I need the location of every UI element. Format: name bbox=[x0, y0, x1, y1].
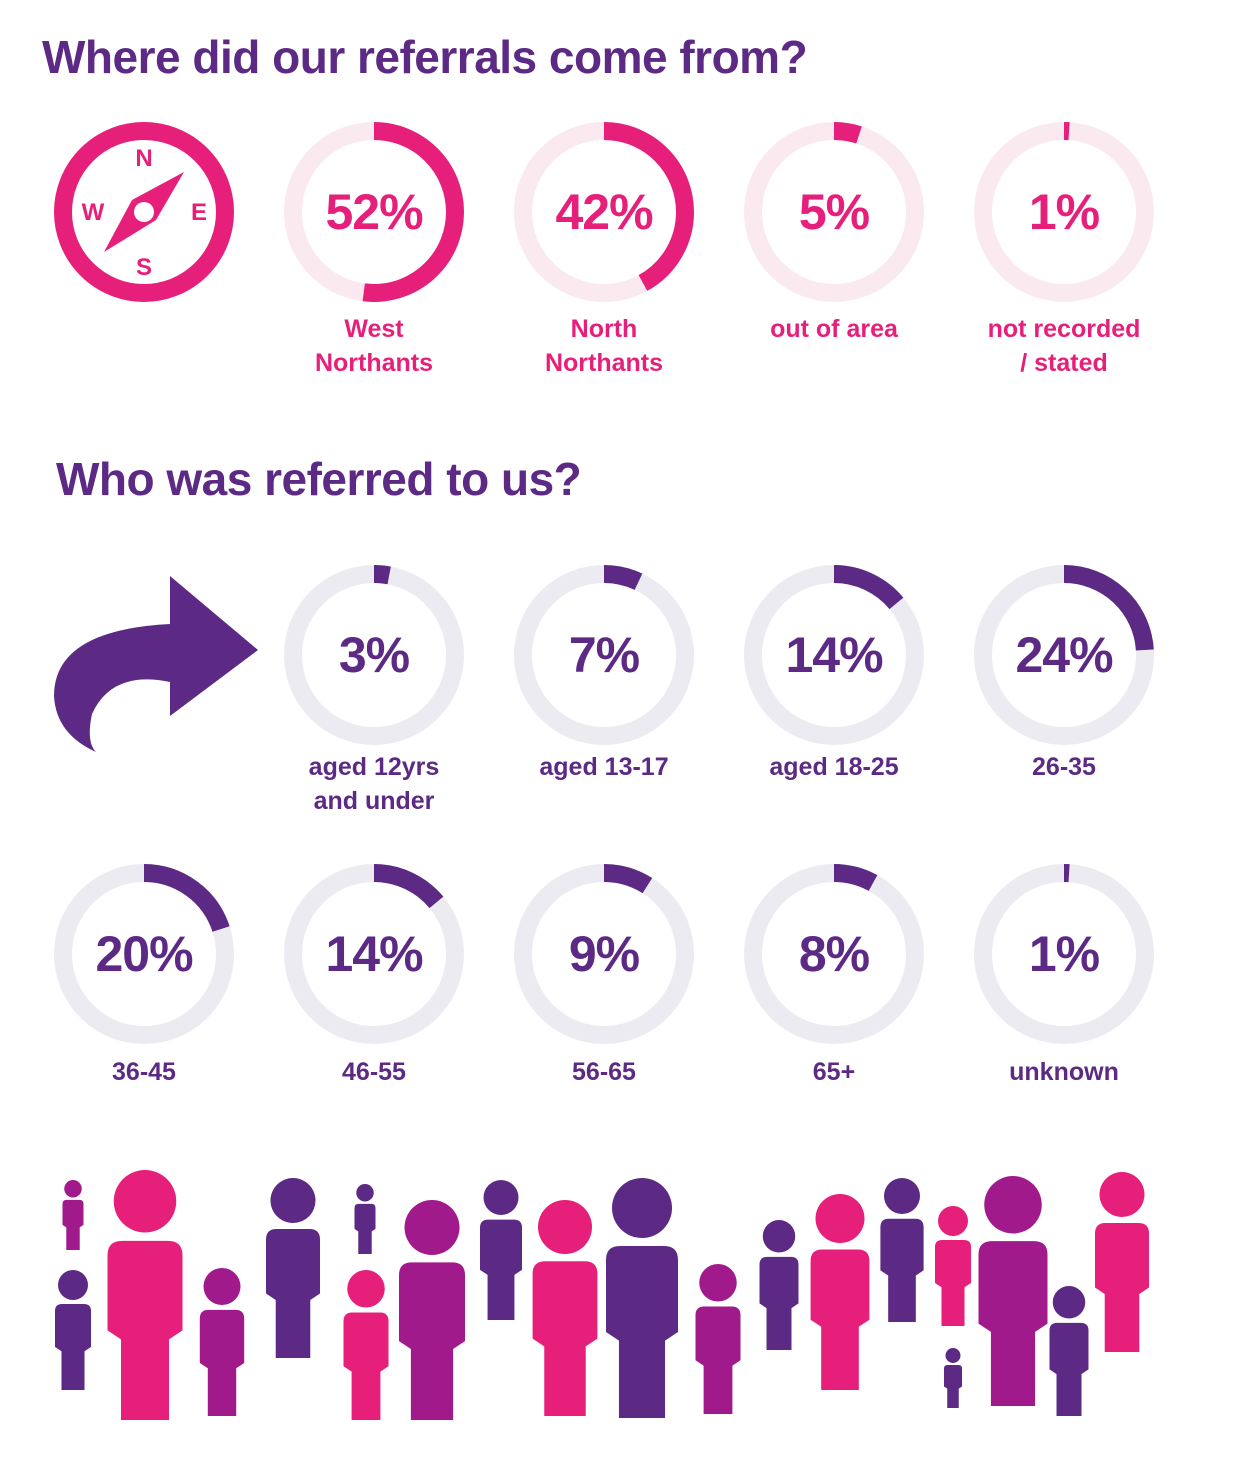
person-figure bbox=[62, 1180, 84, 1250]
age-ring-graphic bbox=[284, 565, 464, 745]
person-figure bbox=[55, 1270, 91, 1390]
compass-east-label: E bbox=[191, 199, 207, 226]
age-ring-graphic bbox=[974, 864, 1154, 1044]
person-figure bbox=[1049, 1286, 1089, 1416]
age-ring-graphic bbox=[514, 565, 694, 745]
ring-category-label: North Northants bbox=[544, 315, 664, 377]
age-ring-graphic bbox=[514, 864, 694, 1044]
ring-value-arc bbox=[744, 122, 924, 302]
person-figure bbox=[399, 1200, 465, 1420]
age-ring: 20% bbox=[52, 862, 236, 1046]
ring-category-label: 56-65 bbox=[572, 1058, 636, 1086]
age-ring-graphic bbox=[284, 864, 464, 1044]
ring-category-label: aged 18-25 bbox=[769, 753, 899, 781]
age-heading: Who was referred to us? bbox=[56, 453, 582, 505]
compass-north-label: N bbox=[135, 145, 152, 172]
age-ring: 7% bbox=[512, 563, 696, 747]
age-ring: 14% bbox=[742, 563, 926, 747]
age-ring-graphic bbox=[744, 565, 924, 745]
ring-category-label: 26-35 bbox=[1032, 753, 1096, 781]
location-ring: 52% bbox=[282, 120, 466, 304]
ring-category-label: 65+ bbox=[812, 1058, 856, 1086]
ring-category-label: not recorded / stated bbox=[987, 315, 1141, 377]
ring-category-label: 36-45 bbox=[112, 1058, 176, 1086]
person-figure bbox=[343, 1270, 389, 1420]
curved-arrow-icon bbox=[52, 572, 266, 756]
person-figure bbox=[759, 1220, 799, 1350]
person-figure bbox=[944, 1348, 962, 1408]
age-ring-graphic bbox=[744, 864, 924, 1044]
ring-value-arc bbox=[284, 565, 464, 745]
ring-category-label: out of area bbox=[770, 315, 898, 343]
person-figure bbox=[978, 1176, 1048, 1406]
compass-icon: N S W E bbox=[52, 120, 236, 304]
person-figure bbox=[354, 1184, 376, 1254]
ring-percentage-label: 3% bbox=[338, 627, 410, 683]
location-ring: 1% bbox=[972, 120, 1156, 304]
location-ring-graphic bbox=[284, 122, 464, 302]
ring-category-label: 46-55 bbox=[342, 1058, 406, 1086]
ring-percentage-label: 8% bbox=[798, 926, 870, 982]
people-crowd-icon bbox=[0, 1160, 1241, 1430]
ring-percentage-label: 14% bbox=[785, 627, 883, 683]
ring-category-label: aged 13-17 bbox=[539, 753, 669, 781]
ring-value-arc bbox=[514, 864, 694, 1044]
person-figure bbox=[532, 1200, 598, 1416]
compass-south-label: S bbox=[136, 254, 152, 281]
age-ring-graphic bbox=[974, 565, 1154, 745]
ring-percentage-label: 9% bbox=[568, 926, 640, 982]
ring-percentage-label: 5% bbox=[798, 184, 870, 240]
age-ring: 9% bbox=[512, 862, 696, 1046]
ring-value-arc bbox=[974, 565, 1154, 745]
ring-value-arc bbox=[514, 122, 694, 302]
age-ring: 3% bbox=[282, 563, 466, 747]
compass-west-label: W bbox=[82, 199, 105, 226]
ring-category-label: unknown bbox=[1009, 1058, 1119, 1086]
person-figure bbox=[606, 1178, 678, 1418]
ring-percentage-label: 1% bbox=[1028, 926, 1100, 982]
ring-value-arc bbox=[744, 864, 924, 1044]
ring-percentage-label: 1% bbox=[1028, 184, 1100, 240]
person-figure bbox=[935, 1206, 971, 1326]
ring-percentage-label: 20% bbox=[95, 926, 193, 982]
ring-value-arc bbox=[974, 122, 1154, 302]
person-figure bbox=[1095, 1172, 1149, 1352]
location-ring-graphic bbox=[744, 122, 924, 302]
location-ring: 42% bbox=[512, 120, 696, 304]
ring-value-arc bbox=[54, 864, 234, 1044]
ring-value-arc bbox=[974, 864, 1154, 1044]
person-figure bbox=[810, 1194, 870, 1390]
person-figure bbox=[199, 1268, 245, 1416]
ring-value-arc bbox=[514, 565, 694, 745]
ring-percentage-label: 24% bbox=[1015, 627, 1113, 683]
ring-value-arc bbox=[284, 864, 464, 1044]
age-ring-graphic bbox=[54, 864, 234, 1044]
ring-percentage-label: 52% bbox=[325, 184, 423, 240]
ring-category-label: aged 12yrs and under bbox=[308, 753, 440, 815]
ring-percentage-label: 42% bbox=[555, 184, 653, 240]
location-heading: Where did our referrals come from? bbox=[42, 31, 808, 83]
age-ring: 24% bbox=[972, 563, 1156, 747]
ring-category-label: West Northants bbox=[314, 315, 434, 377]
person-figure bbox=[695, 1264, 741, 1414]
person-figure bbox=[107, 1170, 183, 1420]
ring-percentage-label: 14% bbox=[325, 926, 423, 982]
ring-value-arc bbox=[284, 122, 464, 302]
ring-percentage-label: 7% bbox=[568, 627, 640, 683]
location-ring-graphic bbox=[514, 122, 694, 302]
location-ring-graphic bbox=[974, 122, 1154, 302]
age-ring: 14% bbox=[282, 862, 466, 1046]
ring-value-arc bbox=[744, 565, 924, 745]
age-ring: 8% bbox=[742, 862, 926, 1046]
age-ring: 1% bbox=[972, 862, 1156, 1046]
location-ring: 5% bbox=[742, 120, 926, 304]
person-figure bbox=[266, 1178, 320, 1358]
person-figure bbox=[480, 1180, 522, 1320]
person-figure bbox=[880, 1178, 924, 1322]
